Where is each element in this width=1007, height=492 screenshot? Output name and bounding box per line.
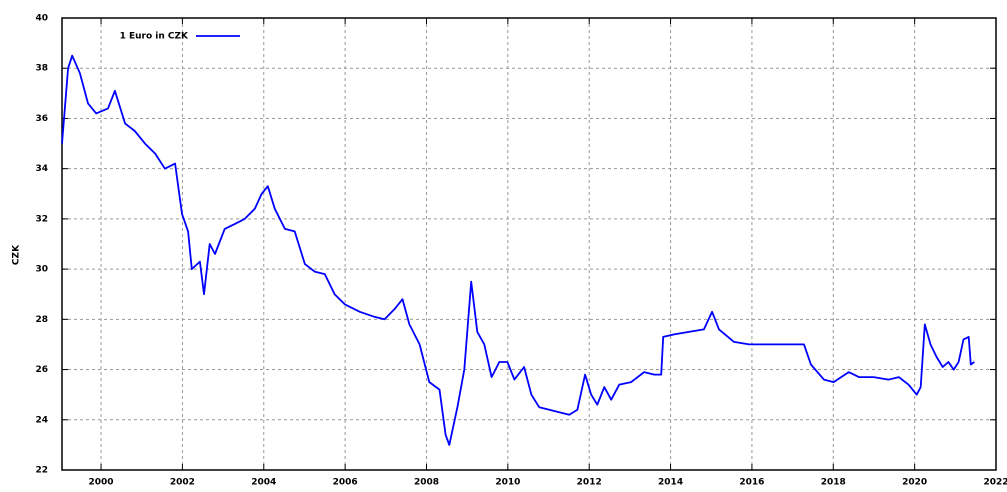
x-tick-label: 2022	[983, 478, 1007, 488]
y-tick-label: 34	[35, 164, 48, 174]
y-tick-label: 38	[35, 64, 48, 74]
y-axis-label: CZK	[12, 244, 22, 265]
x-tick-label: 2008	[414, 478, 439, 488]
x-tick-label: 2006	[333, 478, 358, 488]
x-tick-label: 2012	[577, 478, 602, 488]
y-tick-label: 24	[35, 415, 48, 425]
x-tick-label: 2000	[89, 478, 114, 488]
x-tick-label: 2016	[739, 478, 764, 488]
x-tick-label: 2014	[658, 478, 683, 488]
x-tick-label: 2020	[902, 478, 927, 488]
data-line	[61, 54, 975, 446]
plot-frame	[61, 17, 997, 471]
y-tick-label: 28	[35, 315, 48, 325]
y-tick-label: 22	[35, 466, 48, 476]
x-tick-label: 2004	[251, 478, 276, 488]
y-tick-label: 36	[35, 114, 48, 124]
x-tick-label: 2018	[821, 478, 846, 488]
x-tick-label: 2002	[170, 478, 195, 488]
y-tick-label: 30	[35, 265, 48, 275]
x-tick-label: 2010	[495, 478, 520, 488]
y-tick-label: 40	[35, 14, 48, 24]
y-tick-label: 26	[35, 365, 48, 375]
legend-label: 1 Euro in CZK	[120, 32, 189, 42]
y-tick-label: 32	[35, 214, 48, 224]
